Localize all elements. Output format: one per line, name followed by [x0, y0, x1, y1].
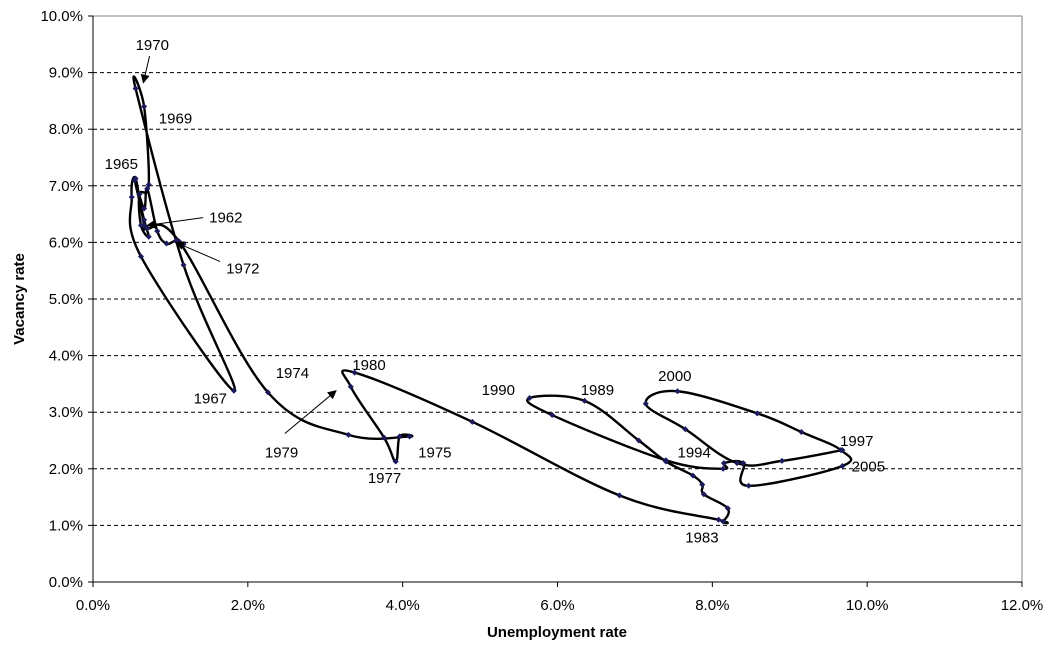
annotation-label: 1974 — [276, 365, 309, 382]
x-tick-label: 0.0% — [76, 597, 110, 614]
data-point — [635, 437, 642, 444]
y-tick-label: 1.0% — [49, 517, 83, 534]
annotation-label: 1977 — [368, 470, 401, 487]
data-point — [674, 388, 681, 395]
data-point — [740, 460, 747, 467]
x-tick-label: 6.0% — [540, 597, 574, 614]
annotation-label: 1962 — [209, 210, 242, 227]
data-point — [381, 434, 388, 441]
data-point — [137, 222, 144, 229]
data-point — [839, 462, 846, 469]
series-layer — [128, 75, 853, 525]
x-axis-title: Unemployment rate — [487, 624, 627, 641]
data-point — [779, 457, 786, 464]
data-point — [128, 194, 135, 201]
annotation-label: 1979 — [265, 444, 298, 461]
data-point — [141, 103, 148, 110]
y-tick-labels: 0.0% 1.0% 2.0% 3.0% 4.0% 5.0% 6.0% 7.0% 8.0% 9.0%… — [40, 8, 83, 591]
data-point — [163, 240, 170, 247]
data-point — [392, 458, 399, 465]
annotation-label: 1975 — [418, 444, 451, 461]
annotation-label: 1970 — [136, 37, 169, 54]
data-point — [180, 262, 187, 269]
data-point — [264, 389, 271, 396]
data-point — [406, 433, 413, 440]
data-point — [526, 395, 533, 402]
y-tick-label: 3.0% — [49, 404, 83, 421]
x-tick-label: 2.0% — [231, 597, 265, 614]
annotation-arrow — [146, 217, 204, 229]
data-point — [720, 460, 727, 467]
data-point — [616, 492, 623, 499]
x-tick-label: 8.0% — [695, 597, 729, 614]
data-point — [145, 181, 152, 188]
data-point — [345, 431, 352, 438]
annotation-label: 1967 — [194, 391, 227, 408]
data-point — [469, 418, 476, 425]
data-point — [724, 505, 731, 512]
annotations-layer: 1970 1969 1965 1962 1972 1967 1974 1980 1979 1975… — [105, 37, 885, 546]
y-tick-label: 10.0% — [40, 8, 83, 25]
axes — [88, 15, 1023, 587]
y-tick-label: 4.0% — [49, 348, 83, 365]
data-point — [136, 191, 143, 198]
x-tick-label: 10.0% — [846, 597, 889, 614]
annotation-arrow — [175, 241, 221, 262]
y-tick-label: 8.0% — [49, 121, 83, 138]
annotation-label: 1994 — [677, 444, 710, 461]
annotation-arrow — [284, 390, 337, 434]
annotation-label: 1972 — [226, 261, 259, 278]
data-point — [682, 426, 689, 433]
data-point — [720, 518, 727, 525]
data-point — [145, 233, 152, 240]
data-point — [154, 228, 161, 235]
data-point — [689, 472, 696, 479]
data-point — [839, 447, 846, 454]
x-tick-label: 4.0% — [386, 597, 420, 614]
annotation-label: 2000 — [658, 368, 691, 385]
data-point — [642, 400, 649, 407]
y-tick-label: 6.0% — [49, 234, 83, 251]
data-point — [396, 433, 403, 440]
x-tick-label: 12.0% — [1001, 597, 1044, 614]
annotation-label: 1989 — [581, 382, 614, 399]
data-point — [745, 482, 752, 489]
annotation-label: 1969 — [159, 111, 192, 128]
data-point — [132, 85, 139, 92]
y-tick-label: 2.0% — [49, 461, 83, 478]
data-point — [141, 205, 148, 212]
x-tick-labels: 0.0% 2.0% 4.0% 6.0% 8.0% 10.0% 12.0% — [76, 597, 1043, 614]
annotation-label: 1983 — [685, 529, 718, 546]
data-point — [549, 412, 556, 419]
data-point — [137, 253, 144, 260]
data-point — [699, 481, 706, 488]
annotation-label: 1990 — [482, 382, 515, 399]
data-point — [581, 397, 588, 404]
data-point — [715, 516, 722, 523]
data-point — [734, 460, 741, 467]
data-point — [720, 465, 727, 472]
data-point — [754, 410, 761, 417]
data-point — [700, 491, 707, 498]
y-tick-label: 0.0% — [49, 574, 83, 591]
data-point — [141, 216, 148, 223]
y-tick-label: 7.0% — [49, 178, 83, 195]
y-tick-label: 9.0% — [49, 65, 83, 82]
y-axis-title: Vacancy rate — [11, 253, 28, 345]
annotation-label: 1980 — [352, 357, 385, 374]
annotation-label: 1965 — [105, 156, 138, 173]
data-point — [230, 387, 237, 394]
y-tick-label: 5.0% — [49, 291, 83, 308]
annotation-arrow — [140, 55, 151, 84]
data-point — [351, 369, 358, 376]
data-point — [662, 457, 669, 464]
annotation-label: 1997 — [840, 433, 873, 450]
data-point — [798, 429, 805, 436]
data-point — [347, 383, 354, 390]
annotation-label: 2005 — [852, 459, 885, 476]
data-point — [132, 175, 139, 182]
